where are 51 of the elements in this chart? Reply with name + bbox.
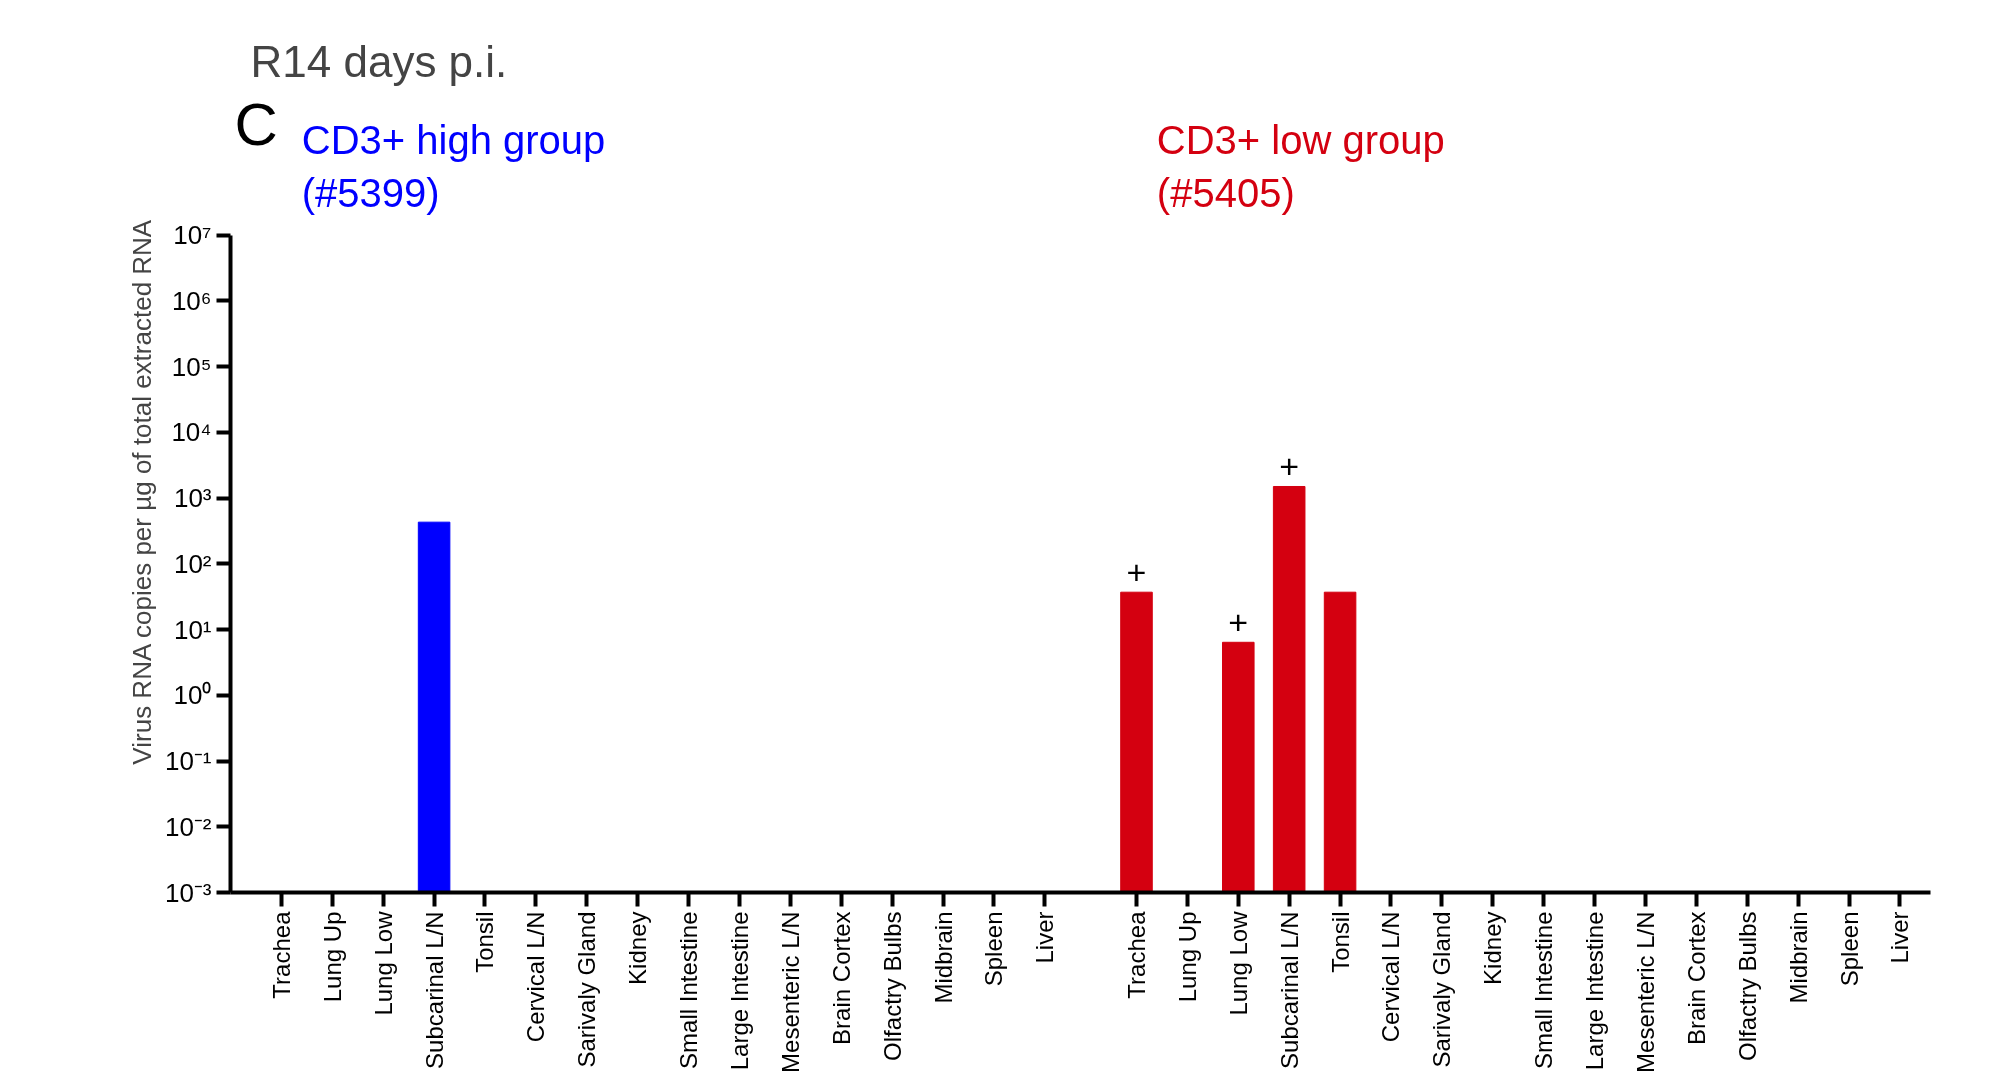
y-tick-label: 10⁻³ — [164, 877, 212, 908]
data-label: + — [1228, 603, 1249, 642]
x-tick-label: Liver — [1031, 911, 1059, 964]
x-tick-label: Olfactry Bulbs — [878, 911, 906, 1061]
x-tick-label: Mesenteric L/N — [1631, 911, 1659, 1073]
y-tick-label: 10⁻¹ — [164, 746, 212, 777]
x-tick-label: Subcarinal L/N — [420, 911, 448, 1069]
x-tick-label: Kidney — [1479, 911, 1507, 985]
x-tick-label: Large Intestine — [1581, 911, 1609, 1071]
x-tick-label: Liver — [1886, 911, 1914, 964]
y-tick-label: 10¹ — [173, 614, 212, 645]
x-tick-label: Midbrain — [1784, 911, 1812, 1004]
y-tick-label: 10² — [173, 548, 212, 579]
y-tick-label: 10⁶ — [171, 285, 212, 316]
y-axis-title: Virus RNA copies per µg of total extracted RNA — [126, 219, 157, 765]
x-tick-label: Lung Low — [1224, 910, 1252, 1016]
x-tick-label: Brain Cortex — [1682, 911, 1710, 1045]
x-tick-label: Lung Low — [369, 910, 397, 1016]
x-tick-label: Cervical L/N — [1377, 911, 1405, 1043]
chart-title: R14 days p.i. — [250, 36, 508, 86]
x-tick-label: Brain Cortex — [827, 911, 855, 1045]
text: CD3+ low group (#5405) — [1156, 118, 1445, 216]
y-tick-label: 10⁵ — [171, 351, 212, 382]
x-tick-label: Cervical L/N — [522, 911, 550, 1043]
x-tick-label: Small Intestine — [1530, 911, 1558, 1069]
x-tick-label: Kidney — [624, 911, 652, 985]
x-tick-label: Spleen — [1835, 911, 1863, 987]
data-label: + — [1126, 553, 1147, 592]
x-tick-label: Tonsil — [1326, 911, 1354, 973]
y-tick-label: 10⁷ — [173, 220, 212, 251]
x-tick-label: Large Intestine — [725, 911, 753, 1071]
x-tick-label: Tonsil — [471, 911, 499, 973]
x-tick-label: Lung Up — [1173, 911, 1201, 1003]
x-tick-label: Trachea — [267, 910, 295, 999]
x-tick-label: Lung Up — [318, 911, 346, 1003]
y-tick-label: 10⁻² — [164, 811, 212, 842]
y-tick-label: 10³ — [173, 483, 212, 514]
x-tick-label: Sarivaly Gland — [573, 911, 601, 1068]
x-tick-label: Spleen — [980, 911, 1008, 987]
x-tick-label: Subcarinal L/N — [1275, 911, 1303, 1069]
y-tick-label: 10⁴ — [171, 417, 212, 448]
data-label: + — [1279, 447, 1300, 486]
x-tick-label: Mesenteric L/N — [776, 911, 804, 1073]
x-tick-label: Midbrain — [929, 911, 957, 1004]
y-tick-label: 10⁰ — [173, 680, 212, 711]
x-tick-label: Olfactry Bulbs — [1733, 911, 1761, 1061]
x-tick-label: Small Intestine — [675, 911, 703, 1069]
text: C — [234, 90, 278, 158]
text: CD3+ high group (#5399) — [301, 118, 606, 216]
x-tick-label: Sarivaly Gland — [1428, 911, 1456, 1068]
x-tick-label: Trachea — [1122, 910, 1150, 999]
